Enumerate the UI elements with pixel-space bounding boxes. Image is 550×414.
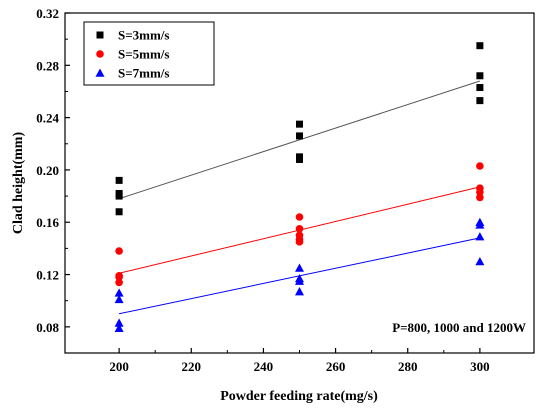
y-tick-label: 0.32 xyxy=(36,6,59,21)
annotation-text: P=800, 1000 and 1200W xyxy=(392,320,526,335)
x-axis-label: Powder feeding rate(mg/s) xyxy=(220,389,378,404)
data-point-series-1 xyxy=(476,97,484,105)
x-tick-label: 240 xyxy=(254,359,274,374)
y-tick-label: 0.12 xyxy=(36,268,59,283)
data-point-series-1 xyxy=(476,72,484,80)
x-tick-label: 260 xyxy=(326,359,346,374)
data-point-series-2 xyxy=(295,224,304,233)
data-point-series-3 xyxy=(295,287,304,296)
legend-box xyxy=(83,21,215,86)
data-point-series-2 xyxy=(295,213,304,221)
data-points xyxy=(114,42,485,332)
fit-line-series-1 xyxy=(118,80,481,200)
data-point-series-1 xyxy=(115,192,123,200)
data-point-series-1 xyxy=(476,42,484,50)
data-point-series-2 xyxy=(476,193,484,202)
y-tick-label: 0.24 xyxy=(36,111,59,126)
y-tick-label: 0.28 xyxy=(36,58,59,73)
x-tick-label: 200 xyxy=(109,359,129,374)
legend-marker-series-1 xyxy=(96,31,104,39)
data-point-series-2 xyxy=(115,247,123,255)
y-axis-ticks: 0.08 0.12 0.16 0.20 0.24 0.28 0.32 xyxy=(36,6,70,354)
legend-label: S=3mm/s xyxy=(118,28,169,43)
data-point-series-3 xyxy=(475,256,485,266)
data-point-series-3 xyxy=(475,232,485,241)
data-point-series-1 xyxy=(476,84,484,92)
data-point-series-3 xyxy=(475,220,485,229)
legend-marker-series-3 xyxy=(95,68,105,77)
y-tick-label: 0.16 xyxy=(36,215,59,230)
data-point-series-1 xyxy=(296,155,303,163)
data-point-series-2 xyxy=(115,273,123,281)
data-point-series-3 xyxy=(114,323,124,332)
x-tick-label: 280 xyxy=(398,359,418,374)
data-point-series-2 xyxy=(295,238,304,246)
data-point-series-2 xyxy=(115,278,123,287)
data-point-series-1 xyxy=(296,120,303,128)
data-point-series-3 xyxy=(114,288,124,297)
y-tick-label: 0.08 xyxy=(36,320,59,335)
x-tick-label: 300 xyxy=(470,359,490,374)
data-point-series-1 xyxy=(296,132,303,140)
data-point-series-2 xyxy=(476,162,484,170)
data-point-series-3 xyxy=(295,263,304,272)
x-tick-label: 220 xyxy=(182,359,202,374)
legend-label: S=7mm/s xyxy=(118,66,169,81)
data-point-series-1 xyxy=(115,208,123,216)
data-point-series-2 xyxy=(476,188,484,196)
data-point-series-3 xyxy=(114,318,124,327)
y-tick-label: 0.20 xyxy=(36,163,59,178)
data-point-series-3 xyxy=(114,294,124,304)
y-axis-label: Clad height(mm) xyxy=(11,132,26,235)
legend: S=3mm/s S=5mm/s S=7mm/s xyxy=(83,21,215,86)
legend-label: S=5mm/s xyxy=(118,47,169,62)
data-point-series-3 xyxy=(295,276,304,285)
data-point-series-1 xyxy=(115,176,123,184)
x-axis-ticks: 200 220 240 260 280 300 xyxy=(109,348,490,374)
legend-marker-series-2 xyxy=(96,50,104,58)
